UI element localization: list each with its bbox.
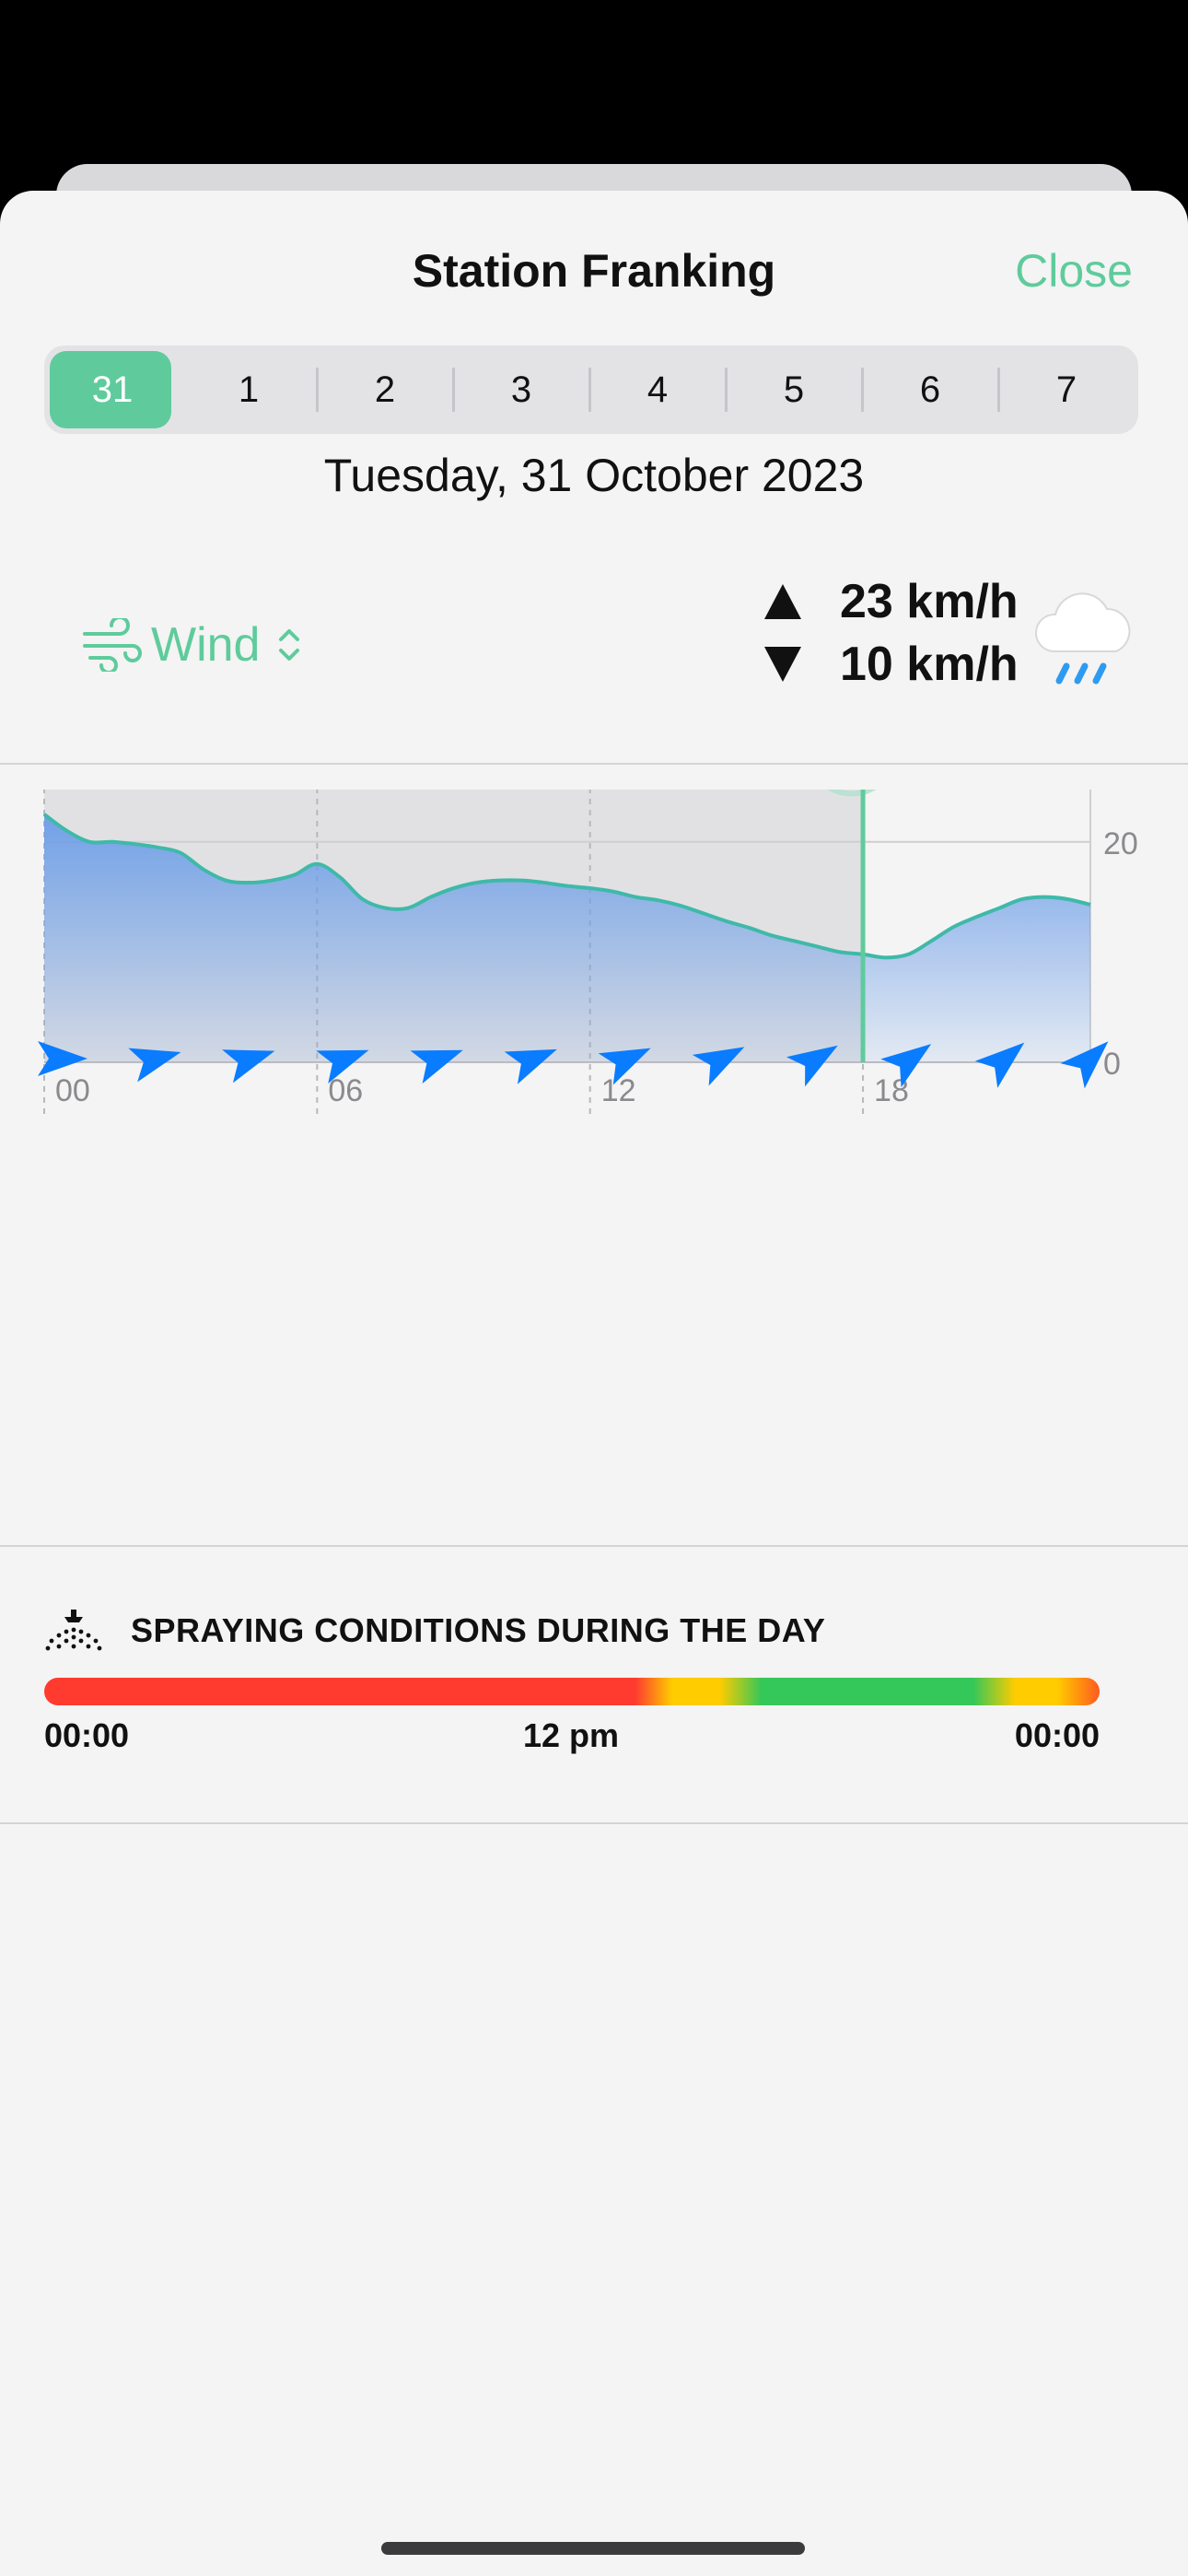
- divider: [0, 1545, 1188, 1547]
- average-wind-area: [44, 814, 1090, 1062]
- wind-direction-arrow: [692, 1047, 745, 1086]
- day-tab-4[interactable]: 4: [646, 369, 669, 410]
- wind-direction-arrow: [38, 1041, 87, 1076]
- max-wind-value: 23 km/h: [840, 575, 1019, 628]
- day-tab-3[interactable]: 3: [510, 369, 532, 410]
- wind-direction-arrow: [410, 1049, 463, 1084]
- chevron-up-down-icon: [279, 629, 300, 661]
- day-tab-1[interactable]: 1: [238, 369, 260, 410]
- triangle-up-icon: [764, 584, 801, 619]
- wind-direction-arrow: [1060, 1041, 1109, 1089]
- sprayer-icon: [45, 1610, 102, 1651]
- max-wind: 23 km/h: [763, 574, 1019, 629]
- metric-selector[interactable]: Wind: [81, 608, 308, 682]
- wind-direction-arrow: [504, 1048, 557, 1084]
- wind-icon: [83, 618, 142, 672]
- day-tab-5[interactable]: 5: [783, 369, 805, 410]
- close-button[interactable]: Close: [1015, 245, 1133, 297]
- page-title: Station Franking: [412, 245, 776, 297]
- day-tab-7[interactable]: 7: [1055, 369, 1077, 410]
- segment-divider: [861, 368, 864, 412]
- wind-direction-arrow: [786, 1045, 838, 1087]
- station-sheet: Station Franking Close 31 1 2 3 4 5 6 7 …: [0, 191, 1188, 2576]
- spraying-title: SPRAYING CONDITIONS DURING THE DAY: [131, 1611, 826, 1649]
- date-label: Tuesday, 31 October 2023: [323, 450, 865, 501]
- triangle-down-icon: [764, 647, 801, 682]
- average-wind-line: [42, 813, 1091, 960]
- segment-divider: [316, 368, 319, 412]
- min-wind-value: 10 km/h: [840, 638, 1019, 691]
- divider: [0, 763, 1188, 765]
- divider: [0, 1822, 1188, 1824]
- day-tab-31[interactable]: 31: [91, 369, 134, 410]
- spraying-end-label: 00:00: [1014, 1716, 1100, 1754]
- day-selector: 31 1 2 3 4 5 6 7: [44, 345, 1138, 434]
- segment-divider: [452, 368, 455, 412]
- metric-label: Wind: [151, 618, 261, 672]
- segment-divider: [997, 368, 1000, 412]
- home-indicator[interactable]: [381, 2542, 805, 2555]
- selected-day-highlight: [50, 351, 171, 428]
- rain-cloud-icon: [1034, 592, 1131, 685]
- spraying-mid-label: 12 pm: [523, 1716, 620, 1754]
- x-tick-label: 00: [55, 1073, 90, 1108]
- wind-direction-arrow: [222, 1049, 275, 1083]
- segment-divider: [588, 368, 591, 412]
- y-tick-label: 20: [1103, 826, 1138, 861]
- x-tick-label: 06: [328, 1073, 363, 1108]
- wind-direction-arrow: [974, 1042, 1025, 1088]
- segment-divider: [725, 368, 728, 412]
- min-wind: 10 km/h: [763, 637, 1019, 692]
- wind-direction-arrow: [598, 1048, 651, 1085]
- spraying-conditions-bar: [44, 1678, 1100, 1705]
- wind-chart: 4020000061218: [38, 790, 1138, 1114]
- wind-direction-arrow: [128, 1048, 181, 1083]
- y-tick-label: 0: [1103, 1047, 1121, 1082]
- day-tab-6[interactable]: 6: [919, 369, 941, 410]
- day-tab-2[interactable]: 2: [374, 369, 396, 410]
- wind-direction-arrow: [880, 1044, 932, 1088]
- spraying-start-label: 00:00: [44, 1716, 130, 1754]
- wind-direction-arrow: [316, 1049, 369, 1084]
